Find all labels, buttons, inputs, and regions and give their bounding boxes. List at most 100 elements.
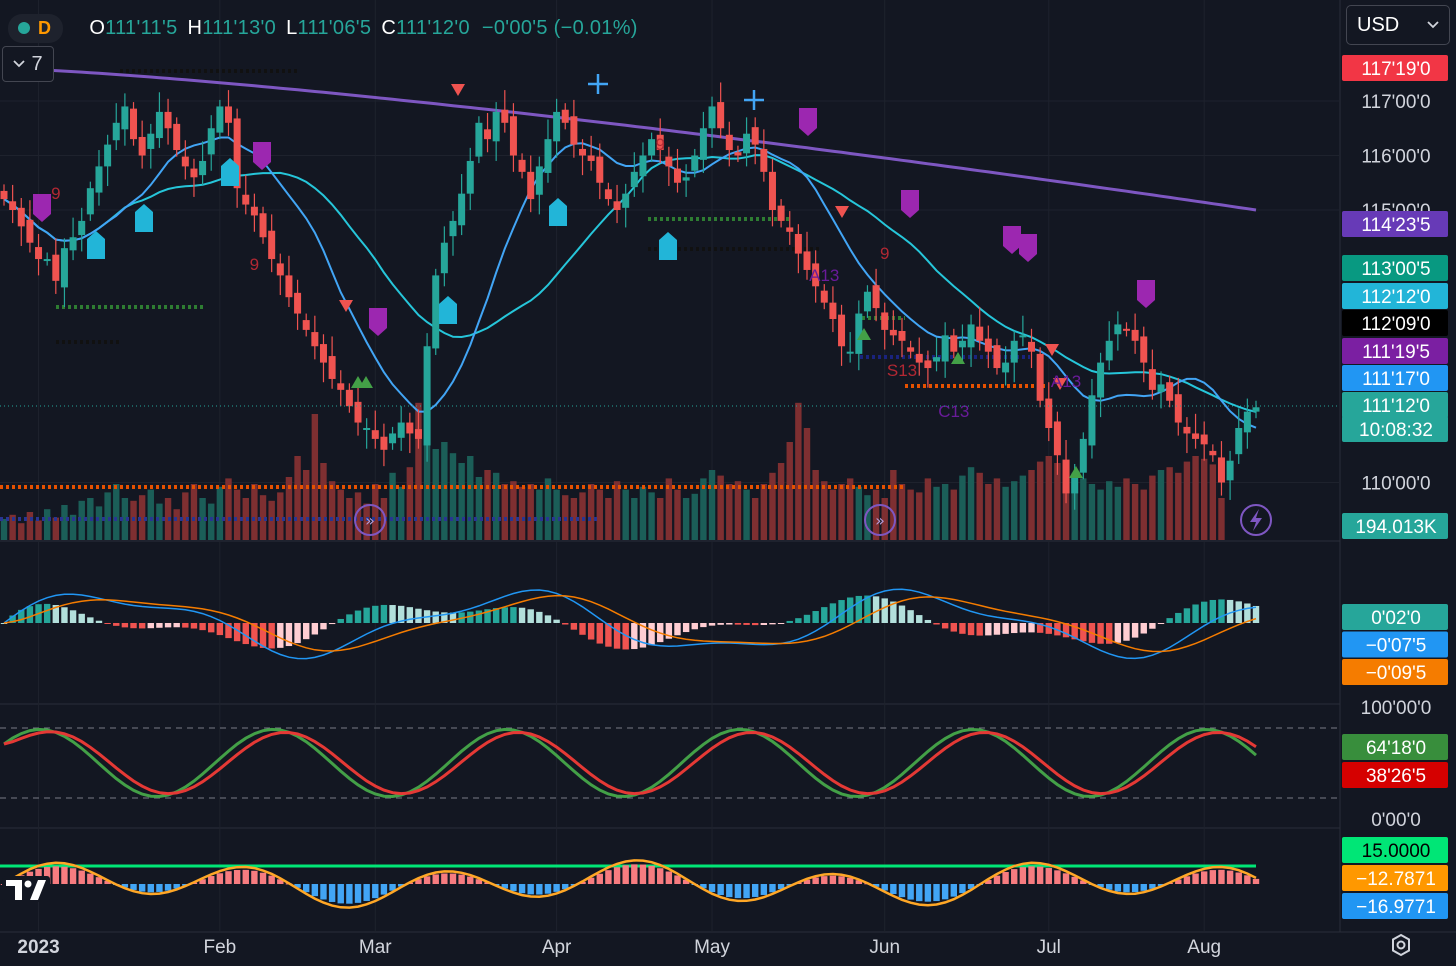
time-tick-6: Jul	[1037, 937, 1061, 958]
candle	[121, 93, 129, 146]
signal-markers: 9 9 9 9 A13 S13 C13 A13	[33, 74, 1155, 478]
candle	[397, 406, 405, 451]
oscillator-bar	[1019, 867, 1027, 884]
oscillator-bar	[216, 873, 224, 884]
volume-bar	[147, 489, 154, 540]
volume-bar	[1062, 470, 1070, 540]
macd-histogram-bar	[760, 623, 768, 625]
candle	[337, 370, 345, 407]
price-level-tag-0-bg	[1342, 55, 1448, 81]
indicators-collapse-button[interactable]: 7	[2, 46, 54, 82]
oscillator-bar	[303, 884, 310, 893]
volume-bar	[337, 489, 344, 540]
candle-body	[1217, 457, 1225, 483]
candle-body	[648, 139, 656, 156]
volume-bar	[743, 489, 750, 540]
candle-body	[250, 206, 258, 216]
oscillator-bar	[941, 884, 949, 900]
currency-select[interactable]: USD	[1346, 5, 1450, 45]
candle	[509, 103, 517, 172]
volume-bar	[52, 517, 60, 540]
volume-bar	[674, 489, 681, 540]
oscillator-bar	[311, 884, 319, 897]
volume-bar	[665, 478, 673, 540]
candle	[596, 143, 604, 200]
macd-histogram-bar	[838, 600, 845, 623]
volume-bar	[43, 509, 51, 540]
oscillator-bar	[294, 884, 301, 888]
candle-body	[699, 128, 707, 160]
volume-bar	[173, 509, 180, 540]
candle	[363, 418, 371, 449]
volume-bar	[61, 505, 68, 540]
candle	[389, 426, 397, 450]
volume-bar	[682, 498, 690, 540]
candle-body	[717, 102, 725, 129]
status-dot-icon	[18, 22, 30, 34]
candle	[1192, 413, 1200, 449]
price-level-tag-8: 10:08:32	[1359, 420, 1433, 441]
macd-histogram-bar	[587, 623, 595, 640]
time-axis[interactable]: 2023 Feb Mar Apr May Jun Jul Aug	[17, 937, 1221, 958]
oscillator-bar	[527, 884, 534, 895]
macd-histogram-bar	[795, 618, 802, 623]
macd-histogram-bar	[1183, 608, 1191, 623]
price-level-tag-2: 113'00'5	[1361, 259, 1430, 280]
candle	[1002, 346, 1010, 386]
candle-body	[501, 109, 509, 123]
macd-histogram-bar	[1192, 604, 1199, 623]
ohlc-legend: D O 111'11'5 H 111'13'0 L 111'06'5 C 111'12'…	[8, 13, 638, 43]
candle-body	[319, 344, 327, 363]
candle-body	[820, 290, 828, 303]
candle	[276, 253, 284, 296]
event-icon-1[interactable]: »	[354, 504, 386, 536]
event-icon-2[interactable]: »	[864, 504, 896, 536]
candle	[60, 238, 68, 308]
volume-bar	[829, 489, 837, 540]
candle-body	[743, 133, 751, 154]
interval-toggle[interactable]: D	[8, 13, 64, 43]
price-level-tag-8-bg	[1342, 416, 1448, 442]
settings-gear-icon[interactable]	[1386, 930, 1416, 960]
time-tick-2: Mar	[359, 937, 392, 958]
price-level-tag-6: 111'17'0	[1362, 369, 1430, 390]
macd-histogram-bar	[881, 598, 888, 623]
stoch-tag-1: 38'26'5	[1366, 766, 1426, 787]
volume-bar	[596, 489, 603, 540]
macd-histogram-bar	[242, 623, 249, 645]
oscillator-bar	[933, 884, 940, 902]
volume-bar	[544, 478, 552, 540]
candle	[95, 150, 103, 206]
price-level-tag-5: 111'19'5	[1362, 342, 1430, 363]
candle	[328, 336, 336, 389]
candle-body	[1183, 426, 1191, 434]
volume-bar	[1019, 475, 1027, 540]
oscillator-bar	[657, 868, 664, 884]
volume-bar	[795, 402, 802, 540]
candle-body	[268, 230, 276, 260]
oscillator-bar	[475, 879, 483, 884]
macd-histogram-bar	[665, 623, 673, 639]
price-level-tag-1-bg	[1342, 211, 1448, 237]
candle	[285, 255, 293, 308]
candle	[1209, 444, 1217, 462]
volume-bar	[907, 489, 914, 540]
price-level-tag-3-bg	[1342, 283, 1448, 309]
candle-body	[138, 136, 146, 156]
candle-body	[682, 177, 690, 181]
volume-bar	[812, 470, 819, 540]
lightning-icon[interactable]	[1240, 504, 1272, 536]
interval-badge: D	[38, 17, 52, 38]
macd-histogram-bar	[752, 623, 759, 626]
candle	[1183, 417, 1191, 454]
oscillator-bar	[1045, 868, 1052, 884]
candle-body	[941, 335, 949, 362]
candle	[302, 313, 310, 337]
candle-body	[466, 160, 474, 194]
volume-bar	[1054, 463, 1061, 540]
oscillator-bar	[138, 884, 146, 892]
candle-body	[414, 429, 422, 439]
oscillator-bar	[562, 884, 569, 890]
oscillator-bar	[104, 880, 111, 884]
